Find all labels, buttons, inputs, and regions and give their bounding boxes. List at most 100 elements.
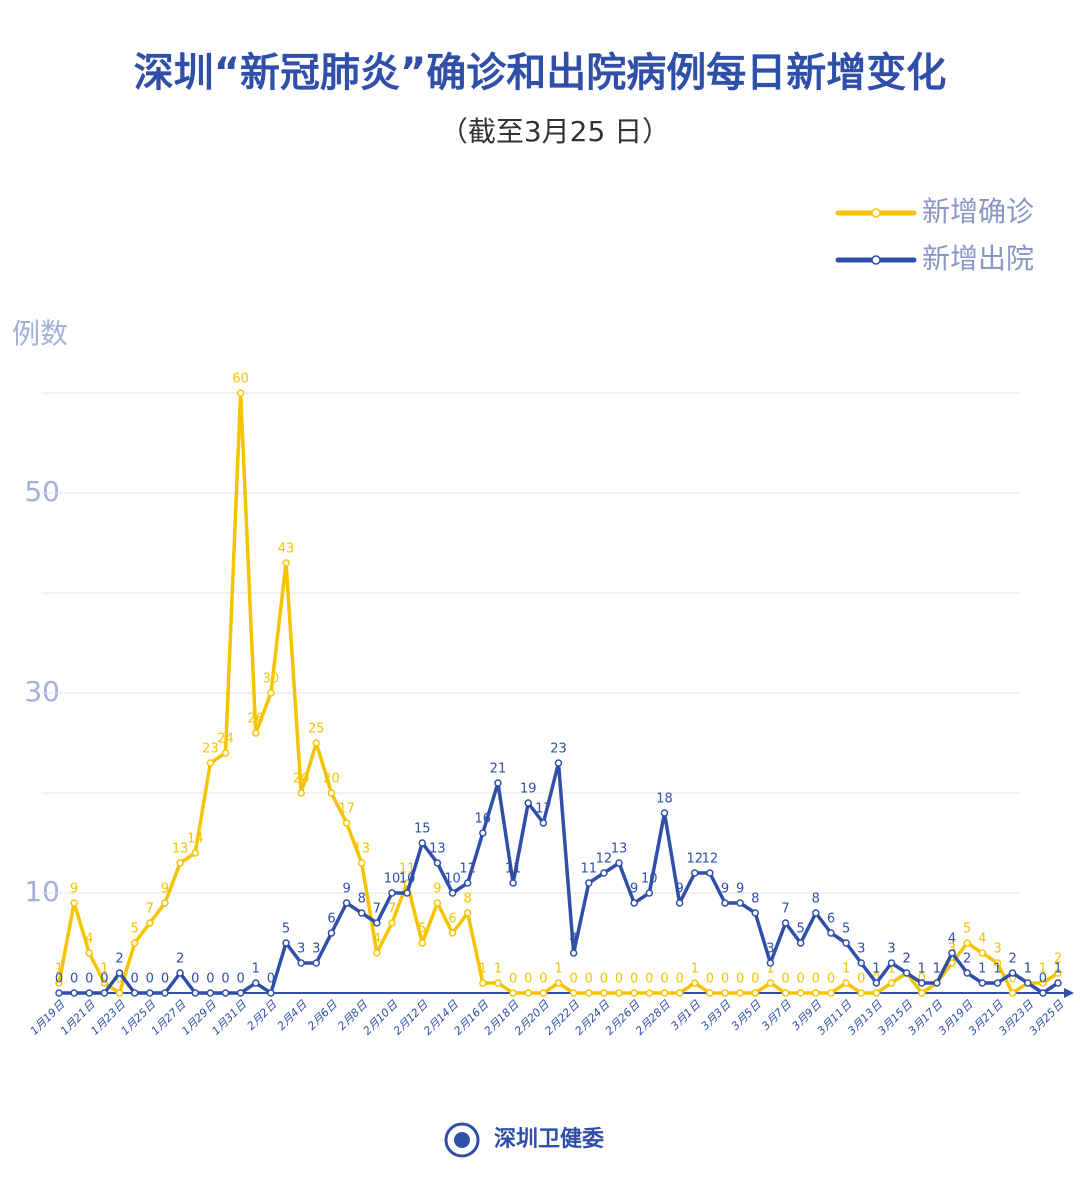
data-point [479,829,487,837]
data-point [176,969,184,977]
data-point [342,899,351,907]
data-label: 0 [221,972,229,987]
data-label: 9 [721,882,729,897]
data-point [1039,989,1047,997]
data-point [191,849,199,857]
data-label: 2 [115,952,123,967]
data-point [1054,979,1062,987]
data-point [70,899,78,907]
data-point [963,939,971,947]
data-point [569,949,578,957]
data-point [827,989,835,997]
data-point [933,979,941,987]
data-label: 9 [675,882,683,897]
data-label: 1 [1039,962,1047,977]
data-label: 8 [812,892,820,907]
data-label: 6 [327,912,335,927]
data-point [342,819,351,827]
data-label: 0 [857,972,865,987]
legend-marker [871,208,881,218]
data-point [388,919,396,927]
data-point [1008,969,1017,977]
data-label: 0 [524,972,532,987]
data-label: 20 [323,772,340,787]
data-label: 2 [1008,952,1016,967]
x-tick-label: 3月5日 [729,997,764,1032]
data-point [403,889,411,897]
data-label: 0 [797,972,805,987]
data-label: 3 [948,942,956,957]
data-point [645,889,654,897]
data-point [569,989,578,997]
data-point [690,979,699,987]
data-point [585,989,593,997]
data-label: 15 [414,822,431,837]
data-label: 1 [933,962,941,977]
data-point [721,899,729,907]
data-label: 9 [161,882,169,897]
data-label: 2 [176,952,184,967]
data-point [115,989,124,997]
data-label: 7 [146,902,154,917]
data-label: 0 [509,972,517,987]
data-label: 3 [993,942,1001,957]
data-point [796,939,805,947]
data-point [55,979,63,987]
data-point [85,989,94,997]
x-tick-label: 2月4日 [275,997,310,1032]
data-point [161,989,169,997]
data-label: 1 [842,962,850,977]
data-point [645,989,654,997]
data-point [221,989,230,997]
data-point [130,989,139,997]
data-label: 14 [187,832,204,847]
data-point [297,959,305,967]
x-tick-label: 3月25日 [1027,997,1067,1037]
data-point [433,859,442,867]
data-label: 0 [55,972,63,987]
data-point [282,559,290,567]
data-label: 16 [475,812,492,827]
data-point [115,969,124,977]
data-point [660,809,669,817]
data-point [539,819,548,827]
data-label: 43 [278,542,295,557]
data-label: 24 [217,732,234,747]
data-point [827,929,835,937]
data-point [554,979,563,987]
y-axis-label: 例数 [12,317,68,350]
data-label: 0 [600,972,608,987]
data-point [146,989,154,997]
data-point [267,989,275,997]
data-label: 4 [948,932,956,947]
data-point [479,979,487,987]
data-point [130,939,139,947]
data-label: 0 [70,972,78,987]
data-label: 11 [505,862,522,877]
data-label: 7 [781,902,789,917]
data-label: 4 [569,932,577,947]
data-label: 2 [1054,952,1062,967]
data-label: 1 [887,962,895,977]
data-label: 7 [388,902,396,917]
data-label: 4 [978,932,986,947]
data-point [70,989,78,997]
data-point [902,969,911,977]
data-label: 1 [55,962,63,977]
data-point [55,989,63,997]
data-point [978,949,987,957]
data-label: 0 [721,972,729,987]
data-label: 1 [1024,962,1032,977]
data-point [312,739,321,747]
data-point [236,989,245,997]
data-point [615,859,623,867]
data-point [448,929,457,937]
data-label: 0 [100,972,108,987]
data-label: 1 [252,962,260,977]
data-point [509,879,517,887]
data-point [857,959,865,967]
data-label: 1 [918,962,926,977]
data-label: 13 [172,842,189,857]
data-point [206,989,215,997]
